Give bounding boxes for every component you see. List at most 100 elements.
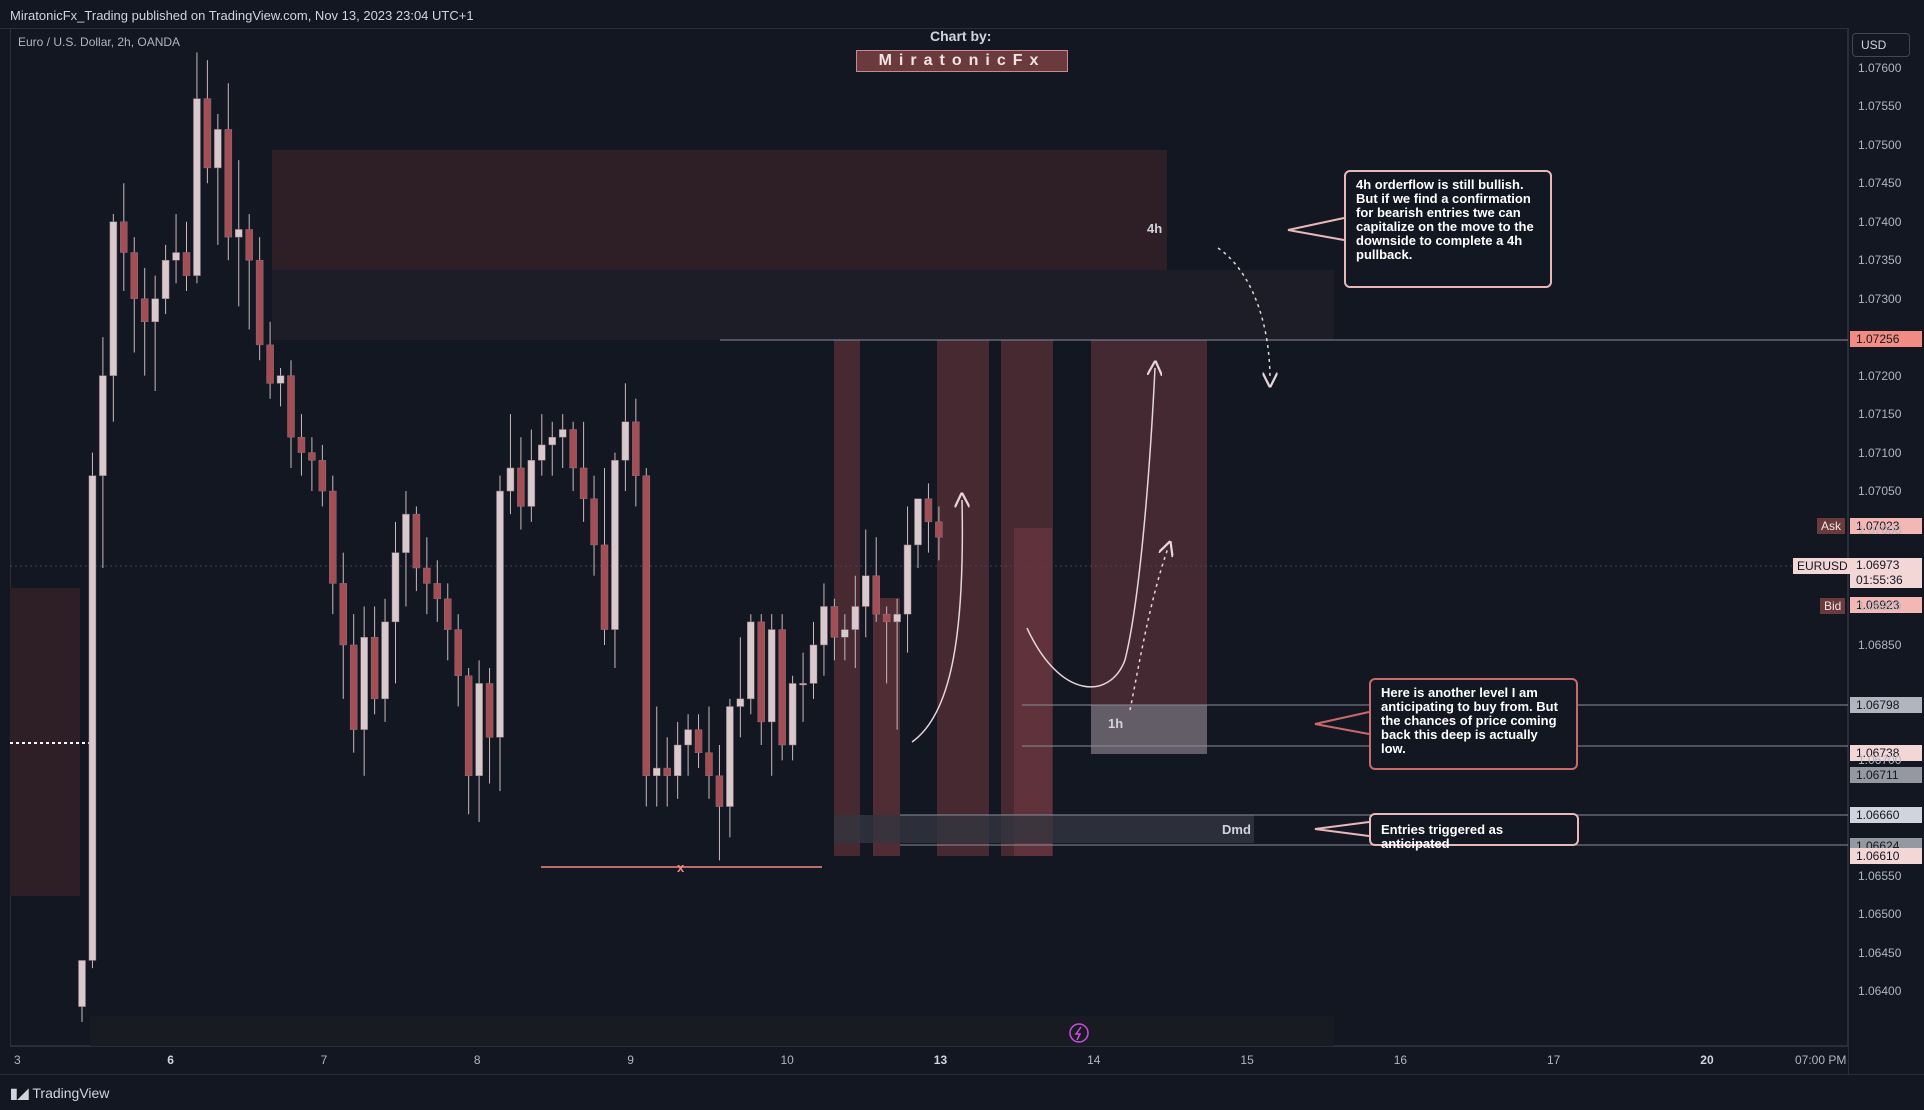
price-tick-label: 1.07600 [1858, 60, 1902, 75]
candle-body [423, 567, 431, 584]
candle-countdown: 01:55:36 [1856, 573, 1903, 587]
time-tick-label: 9 [627, 1053, 634, 1067]
time-tick-label: 8 [473, 1053, 481, 1067]
bid-label: Bid [1820, 598, 1846, 614]
price-tick-label: 1.07050 [1858, 484, 1902, 499]
price-tick-label: 1.07350 [1858, 253, 1902, 268]
tradingview-logo[interactable]: ▮◢ TradingView [10, 1085, 109, 1102]
price-tick-label: 1.07000 [1858, 522, 1902, 537]
candle-body [140, 298, 149, 323]
session-highlight [1014, 528, 1052, 856]
candle-body [778, 629, 786, 746]
pair-label: EURUSD [1793, 558, 1852, 574]
lightning-icon [1069, 1023, 1089, 1043]
candle-body [820, 606, 828, 646]
zone-bottom-band [90, 1016, 1334, 1046]
candle-body [339, 583, 347, 646]
price-tick-label: 1.06850 [1858, 637, 1902, 652]
candle-body [841, 629, 849, 638]
callout-pointer-bottom [1314, 821, 1370, 837]
candle-body [621, 421, 630, 461]
price-tick-label: 1.07450 [1858, 176, 1902, 191]
candle-body [360, 637, 368, 730]
price-tick-label: 1.07400 [1858, 214, 1902, 229]
time-tick-label: 17 [1547, 1053, 1561, 1067]
candle-body [506, 467, 515, 492]
price-tick-label: 1.06400 [1858, 984, 1902, 999]
candle-body [736, 698, 745, 707]
candle-body [715, 775, 724, 807]
symbol-title: Euro / U.S. Dollar, 2h, OANDA [18, 35, 181, 49]
candle-body [935, 521, 943, 538]
candle-body [130, 252, 138, 299]
price-tick-label: 1.06450 [1858, 945, 1902, 960]
candle-body [579, 467, 588, 500]
candle-body [203, 98, 212, 169]
candle-body [705, 752, 713, 777]
candle-body [851, 606, 860, 630]
candle-body [632, 421, 640, 476]
time-axis[interactable] [10, 1046, 1848, 1075]
candle-body [872, 575, 880, 615]
time-tick-label: 20 [1700, 1053, 1714, 1067]
candle-body [862, 575, 870, 607]
candle-body [214, 129, 222, 169]
candle-body [297, 436, 306, 453]
time-tick-label: 6 [167, 1053, 174, 1067]
price-tag-last: 1.06973 01:55:36 [1850, 558, 1922, 588]
price-tag-ask: 1.07023 [1850, 518, 1922, 534]
price-tick-label: 1.07500 [1858, 137, 1902, 152]
candle-body [496, 490, 504, 738]
ask-label: Ask [1817, 518, 1846, 534]
callout-pointer-mid [1314, 711, 1370, 735]
candle-body [924, 498, 933, 523]
note-top-callout: 4h orderflow is still bullish. But if we… [1344, 170, 1552, 288]
candle-body [653, 767, 661, 777]
price-tick-label: 1.07100 [1858, 445, 1902, 460]
candle-body [475, 683, 483, 777]
candle-body [893, 613, 901, 623]
price-tick-label: 1.06550 [1858, 868, 1902, 883]
time-tick-label: 10 [780, 1053, 794, 1067]
candle-body [590, 498, 598, 546]
price-tick-label: 1.06900 [1858, 599, 1902, 614]
candle-body [747, 621, 755, 700]
candle-body [663, 767, 671, 777]
candle-body [161, 259, 170, 299]
price-tag-bid: 1.06923 [1850, 597, 1922, 613]
candle-body [809, 644, 818, 684]
price-tag-1h-bottom: 1.06738 [1850, 745, 1922, 761]
candle-body [558, 429, 567, 438]
candle-body [757, 621, 765, 723]
time-tick-label: 16 [1393, 1053, 1408, 1067]
price-axis[interactable] [1848, 28, 1924, 1074]
zone-4h-extension [272, 270, 1334, 340]
lightning-icon-bolt [1074, 1026, 1082, 1041]
drawings-layer [541, 217, 1370, 1043]
candle-body [485, 683, 494, 738]
candle-body [903, 544, 912, 615]
time-tick-label: 3 [14, 1053, 21, 1067]
candle-body [642, 475, 651, 777]
candle-body [767, 629, 776, 723]
candle-body [527, 460, 536, 507]
candle-body [464, 675, 473, 777]
candle-body [193, 98, 201, 276]
time-tick-label: 13 [933, 1053, 948, 1067]
zone-4h-supply [272, 150, 1167, 270]
projection-arrow-up [911, 500, 962, 743]
publish-text: MiratonicFx_Trading published on Trading… [10, 8, 474, 23]
candle-body [349, 644, 358, 730]
candles-layer [78, 52, 943, 1022]
currency-button[interactable]: USD [1852, 33, 1910, 57]
time-tick-label: 15 [1240, 1053, 1254, 1067]
candle-body [444, 598, 452, 630]
candle-body [255, 259, 264, 346]
zone-projection [1091, 340, 1207, 754]
price-tag-dmd-top: 1.06660 [1850, 807, 1922, 823]
candle-body [684, 729, 692, 746]
price-tag-level-a: 1.06711 [1850, 767, 1922, 783]
candle-body [600, 544, 609, 630]
zone-left-demand [10, 588, 80, 896]
footer-bar: ▮◢ TradingView [0, 1074, 1924, 1110]
